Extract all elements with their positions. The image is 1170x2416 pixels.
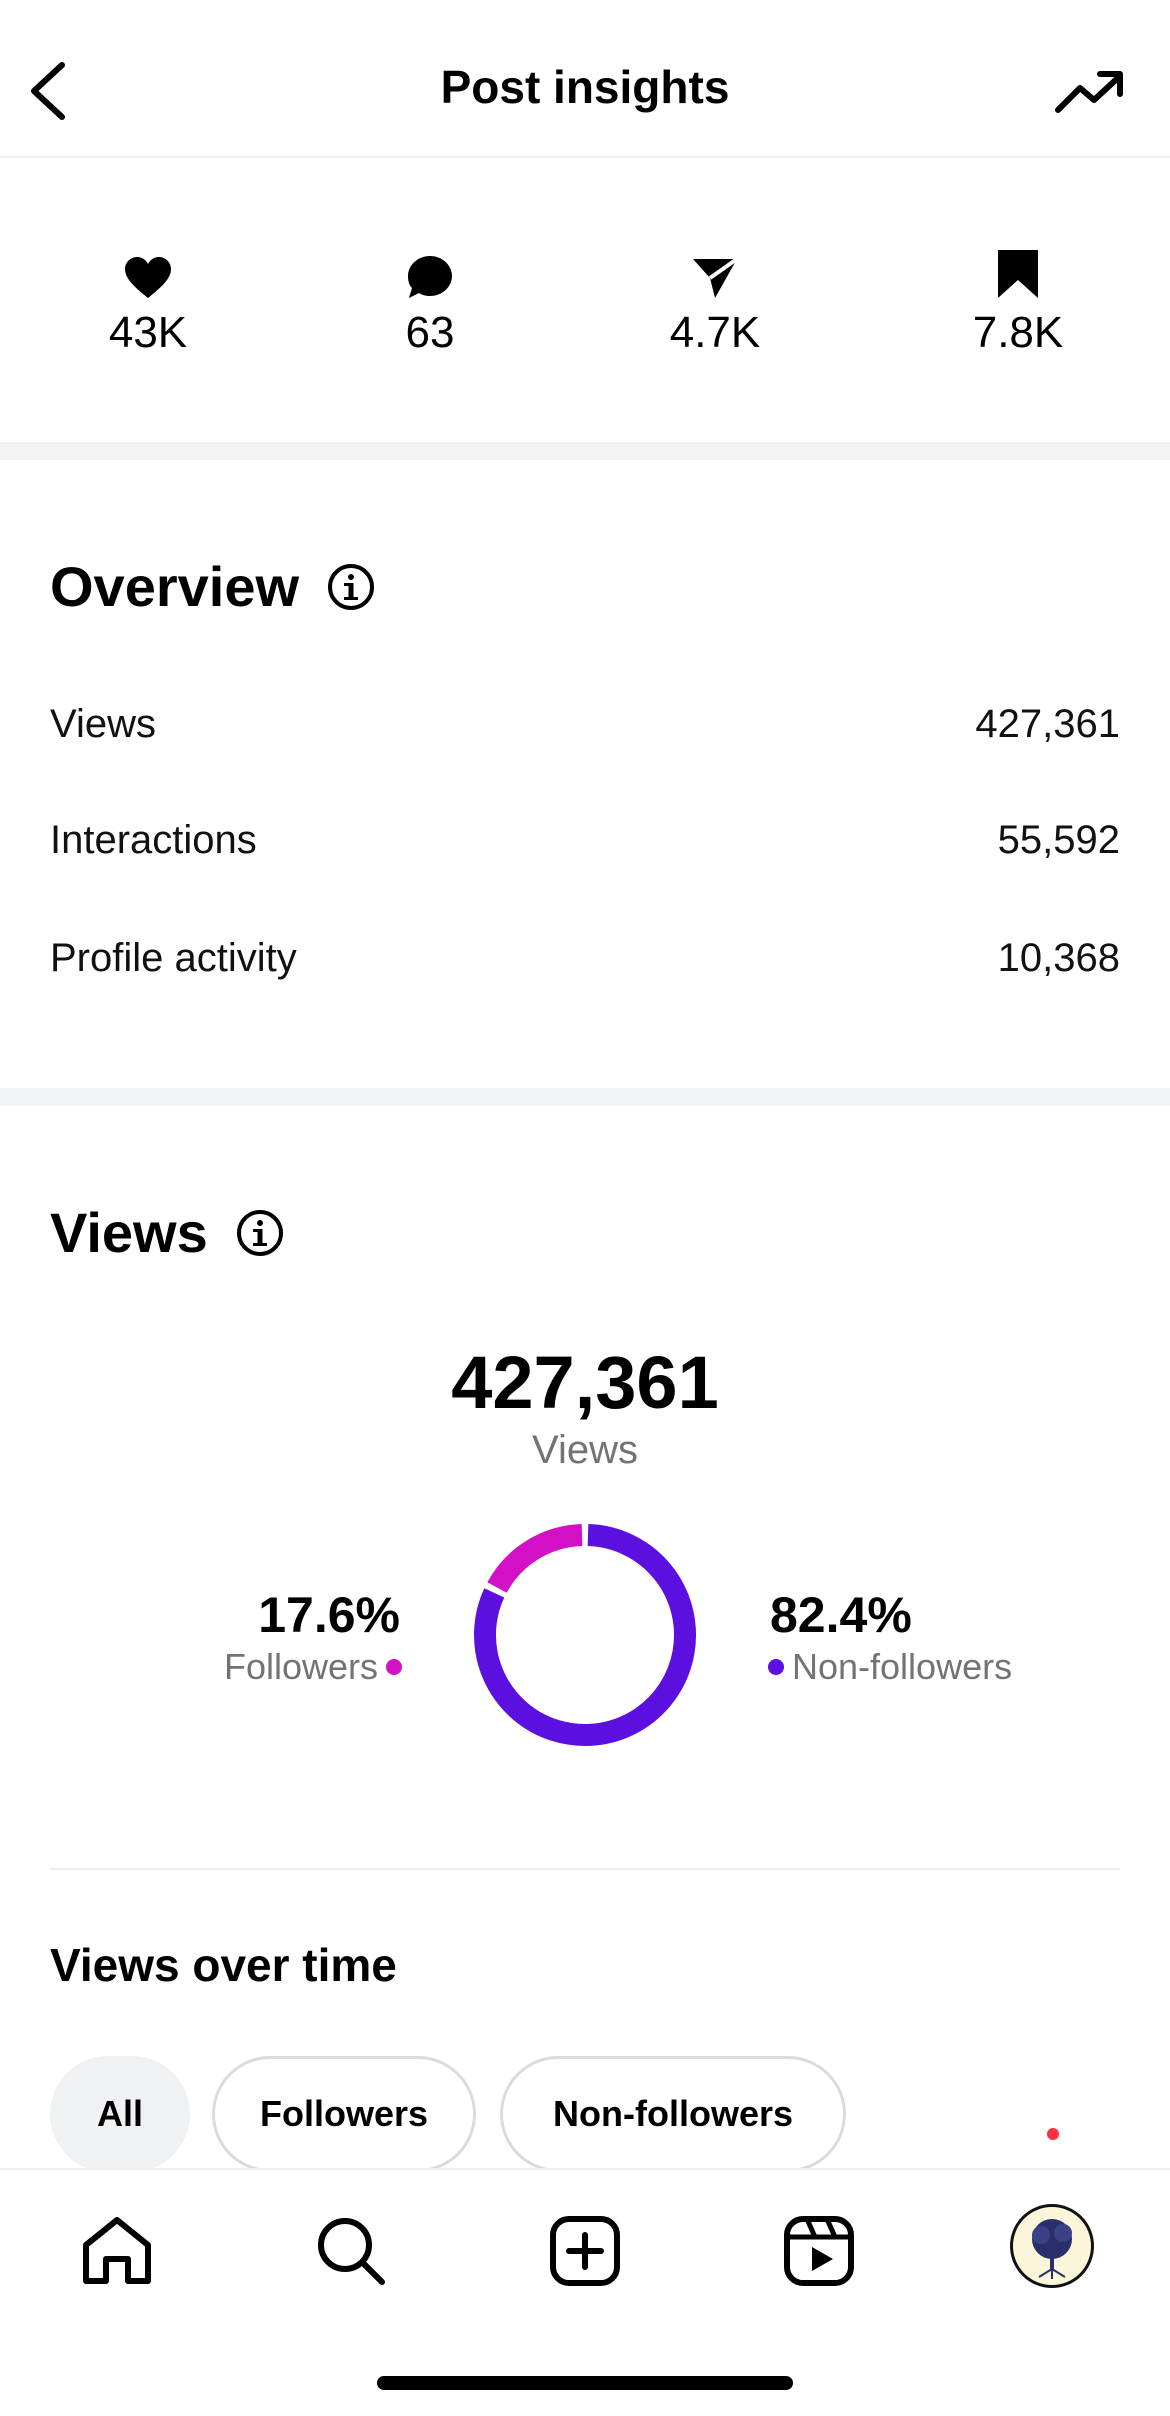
- shares-count: 4.7K: [669, 308, 761, 357]
- saves-count: 7.8K: [972, 308, 1064, 357]
- back-button[interactable]: [18, 56, 78, 126]
- reels-icon: [784, 2216, 854, 2286]
- heart-icon: [125, 257, 171, 298]
- page-title: Post insights: [440, 61, 730, 113]
- home-indicator: [377, 2376, 793, 2390]
- tab-reels[interactable]: [774, 2206, 864, 2296]
- followers-label: Followers: [223, 1646, 378, 1687]
- views-total: 427,361: [451, 1341, 719, 1424]
- info-icon[interactable]: [327, 563, 375, 611]
- trending-up-icon: [1055, 71, 1123, 113]
- notification-dot: [1047, 2128, 1059, 2140]
- overview-row-profile-activity[interactable]: Profile activity 10,368: [50, 936, 1120, 981]
- top-bar: Post insights: [0, 0, 1170, 158]
- section-divider: [0, 1088, 1170, 1106]
- saves-stat: 7.8K: [928, 244, 1108, 358]
- chip-all[interactable]: All: [50, 2056, 190, 2172]
- section-divider: [0, 442, 1170, 460]
- share-icon: [693, 257, 739, 298]
- overview-section: Overview: [50, 554, 375, 619]
- overview-title: Overview: [50, 555, 300, 618]
- non-followers-percent: 82.4%: [770, 1587, 912, 1643]
- chip-label: Followers: [259, 2093, 429, 2134]
- chevron-left-icon: [31, 62, 65, 120]
- comments-count: 63: [405, 308, 455, 357]
- views-title: Views: [50, 1201, 208, 1264]
- followers-percent: 17.6%: [258, 1587, 400, 1643]
- tab-create[interactable]: [540, 2206, 630, 2296]
- donut-slice-followers: [487, 1524, 583, 1594]
- non-followers-legend: Non-followers: [768, 1646, 1012, 1688]
- bookmark-icon: [998, 250, 1038, 298]
- row-value: 427,361: [975, 702, 1120, 746]
- row-value: 55,592: [997, 818, 1120, 862]
- views-donut-chart: [474, 1524, 696, 1746]
- tab-search[interactable]: [306, 2206, 396, 2296]
- non-followers-label: Non-followers: [792, 1646, 1013, 1687]
- create-icon: [550, 2216, 620, 2286]
- chip-followers[interactable]: Followers: [212, 2056, 476, 2172]
- trend-button[interactable]: [1050, 62, 1130, 122]
- chip-non-followers[interactable]: Non-followers: [500, 2056, 846, 2172]
- home-icon: [83, 2217, 151, 2284]
- views-total-label: Views: [532, 1428, 638, 1472]
- row-label: Views: [50, 702, 156, 746]
- comments-stat: 63: [340, 244, 520, 358]
- overview-row-interactions[interactable]: Interactions 55,592: [50, 818, 1120, 863]
- shares-stat: 4.7K: [625, 244, 805, 358]
- row-value: 10,368: [997, 936, 1120, 980]
- comment-icon: [408, 256, 452, 298]
- views-over-time-title: Views over time: [50, 1939, 397, 1991]
- non-followers-dot: [768, 1659, 784, 1675]
- followers-legend: Followers: [224, 1646, 402, 1688]
- views-section: Views: [50, 1200, 284, 1265]
- likes-count: 43K: [108, 308, 188, 357]
- bottom-tab-bar: [0, 2168, 1170, 2416]
- overview-row-views[interactable]: Views 427,361: [50, 702, 1120, 747]
- info-icon[interactable]: [236, 1209, 284, 1257]
- row-label: Interactions: [50, 818, 257, 862]
- tab-home[interactable]: [72, 2206, 162, 2296]
- followers-dot: [386, 1659, 402, 1675]
- tab-profile-avatar[interactable]: [1010, 2204, 1094, 2288]
- chip-label: All: [96, 2093, 143, 2134]
- donut-slice-non-followers: [474, 1524, 696, 1746]
- likes-stat: 43K: [58, 244, 238, 358]
- search-icon: [318, 2218, 385, 2285]
- chip-label: Non-followers: [553, 2093, 793, 2134]
- separator: [50, 1868, 1120, 1870]
- engagement-stats: 43K 63 4.7K 7.8K: [0, 160, 1170, 442]
- row-label: Profile activity: [50, 936, 297, 980]
- tree-avatar-image: [1032, 2219, 1072, 2279]
